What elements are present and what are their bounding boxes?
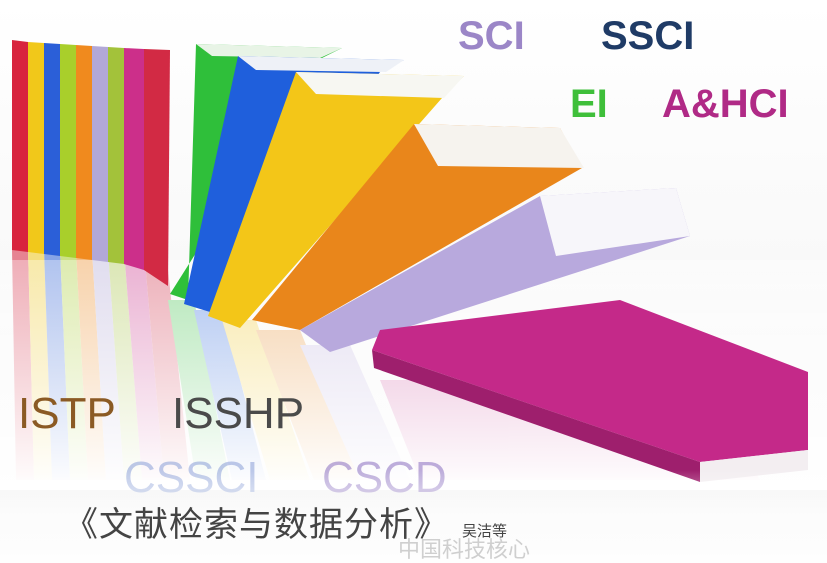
sci-label: SCI xyxy=(458,14,525,58)
ei-label: EI xyxy=(570,82,608,126)
lime-book xyxy=(60,44,76,258)
leaning-books xyxy=(170,44,808,482)
watermark-text: 中国科技核心 xyxy=(398,538,531,563)
isshp-label: ISSHP xyxy=(172,389,305,438)
magenta-fallen-book xyxy=(372,300,808,462)
magenta-book xyxy=(124,48,144,270)
yellow-book xyxy=(28,42,44,254)
yellow-leaning-book xyxy=(208,72,464,328)
crimson-book xyxy=(144,49,170,286)
orange-book xyxy=(76,45,92,260)
green-book xyxy=(170,44,342,300)
orange-leaning-book xyxy=(252,124,582,330)
blue-book xyxy=(44,43,60,256)
istp-label: ISTP xyxy=(18,389,116,438)
course-title: 《文献检索与数据分析》 xyxy=(64,505,449,545)
olive-book xyxy=(108,47,124,264)
ssci-label: SSCI xyxy=(601,14,695,58)
lavender-book xyxy=(92,46,108,262)
ahci-label: A&HCI xyxy=(662,82,789,126)
bottom-fade xyxy=(0,470,827,563)
upright-books xyxy=(12,40,170,286)
red-book xyxy=(12,40,28,252)
course-author: 吴洁等 xyxy=(462,522,508,540)
